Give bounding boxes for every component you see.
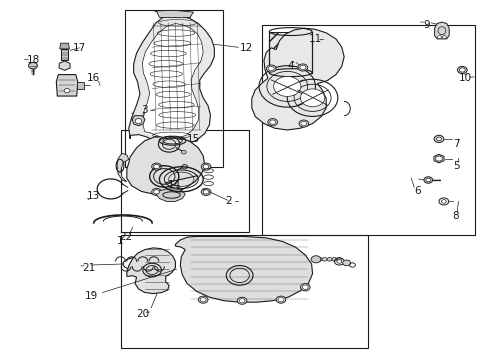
Circle shape bbox=[326, 257, 331, 261]
Circle shape bbox=[203, 165, 208, 169]
Circle shape bbox=[273, 76, 300, 96]
Bar bbox=[120, 235, 368, 348]
Text: 13: 13 bbox=[87, 191, 100, 201]
Polygon shape bbox=[77, 82, 84, 89]
Text: 20: 20 bbox=[136, 309, 149, 319]
Circle shape bbox=[425, 178, 430, 182]
Circle shape bbox=[331, 257, 336, 261]
Text: 22: 22 bbox=[119, 232, 132, 242]
Polygon shape bbox=[132, 116, 144, 126]
Text: 10: 10 bbox=[458, 73, 471, 83]
Bar bbox=[125, 10, 222, 167]
Text: 3: 3 bbox=[141, 105, 148, 115]
Circle shape bbox=[135, 118, 142, 123]
Circle shape bbox=[300, 121, 306, 126]
Circle shape bbox=[442, 36, 446, 39]
Circle shape bbox=[435, 156, 442, 161]
Bar bbox=[61, 49, 68, 60]
Circle shape bbox=[436, 137, 441, 141]
Polygon shape bbox=[126, 248, 175, 294]
Text: 16: 16 bbox=[87, 73, 100, 83]
Circle shape bbox=[299, 65, 305, 69]
Polygon shape bbox=[434, 22, 448, 39]
Circle shape bbox=[267, 118, 277, 126]
Circle shape bbox=[297, 64, 307, 71]
Circle shape bbox=[151, 188, 161, 195]
Circle shape bbox=[181, 150, 186, 154]
Circle shape bbox=[153, 190, 159, 194]
Polygon shape bbox=[128, 15, 214, 146]
Text: 8: 8 bbox=[452, 211, 458, 221]
Text: 14: 14 bbox=[167, 180, 180, 190]
Text: 21: 21 bbox=[82, 262, 95, 273]
Text: 12: 12 bbox=[240, 43, 253, 53]
Bar bbox=[120, 130, 249, 232]
Circle shape bbox=[342, 260, 350, 266]
Bar bbox=[269, 32, 311, 73]
Circle shape bbox=[317, 257, 322, 261]
Polygon shape bbox=[142, 23, 203, 138]
Circle shape bbox=[458, 68, 464, 72]
Polygon shape bbox=[126, 135, 204, 194]
Text: 17: 17 bbox=[72, 43, 85, 53]
Text: 7: 7 bbox=[452, 139, 458, 149]
Text: 19: 19 bbox=[84, 291, 98, 301]
Circle shape bbox=[203, 190, 208, 194]
Circle shape bbox=[268, 66, 274, 71]
Bar bbox=[261, 24, 474, 235]
Polygon shape bbox=[156, 189, 185, 202]
Text: 1: 1 bbox=[117, 236, 123, 246]
Circle shape bbox=[237, 297, 246, 304]
Circle shape bbox=[276, 296, 285, 303]
Circle shape bbox=[269, 120, 275, 124]
Circle shape bbox=[310, 256, 320, 263]
Circle shape bbox=[336, 257, 341, 261]
Circle shape bbox=[278, 297, 284, 302]
Text: 9: 9 bbox=[423, 19, 429, 30]
Polygon shape bbox=[433, 154, 443, 163]
Circle shape bbox=[441, 200, 446, 203]
Circle shape bbox=[29, 63, 37, 69]
Circle shape bbox=[239, 298, 244, 303]
Circle shape bbox=[300, 89, 324, 107]
Text: 18: 18 bbox=[26, 55, 40, 65]
Polygon shape bbox=[154, 10, 193, 18]
Circle shape bbox=[266, 65, 276, 72]
Text: 6: 6 bbox=[413, 186, 420, 196]
Polygon shape bbox=[117, 153, 128, 182]
Polygon shape bbox=[251, 28, 344, 130]
Circle shape bbox=[198, 296, 207, 303]
Circle shape bbox=[201, 188, 210, 195]
Polygon shape bbox=[59, 61, 70, 70]
Circle shape bbox=[151, 163, 161, 170]
Circle shape bbox=[200, 297, 205, 302]
Text: 4: 4 bbox=[287, 61, 293, 71]
Polygon shape bbox=[175, 237, 312, 302]
Text: 5: 5 bbox=[452, 161, 458, 171]
Circle shape bbox=[437, 36, 441, 39]
Circle shape bbox=[457, 66, 466, 73]
Circle shape bbox=[300, 284, 309, 291]
Circle shape bbox=[298, 120, 308, 127]
Circle shape bbox=[201, 163, 210, 170]
Circle shape bbox=[153, 165, 159, 169]
Polygon shape bbox=[60, 43, 69, 49]
Circle shape bbox=[322, 257, 326, 261]
Circle shape bbox=[336, 260, 341, 263]
Circle shape bbox=[433, 135, 443, 143]
Circle shape bbox=[423, 177, 432, 183]
Text: 2: 2 bbox=[225, 197, 232, 206]
Text: 11: 11 bbox=[308, 34, 321, 44]
Text: 15: 15 bbox=[186, 134, 200, 144]
Circle shape bbox=[64, 89, 70, 93]
Polygon shape bbox=[56, 75, 78, 96]
Circle shape bbox=[302, 285, 307, 289]
Circle shape bbox=[182, 165, 187, 169]
